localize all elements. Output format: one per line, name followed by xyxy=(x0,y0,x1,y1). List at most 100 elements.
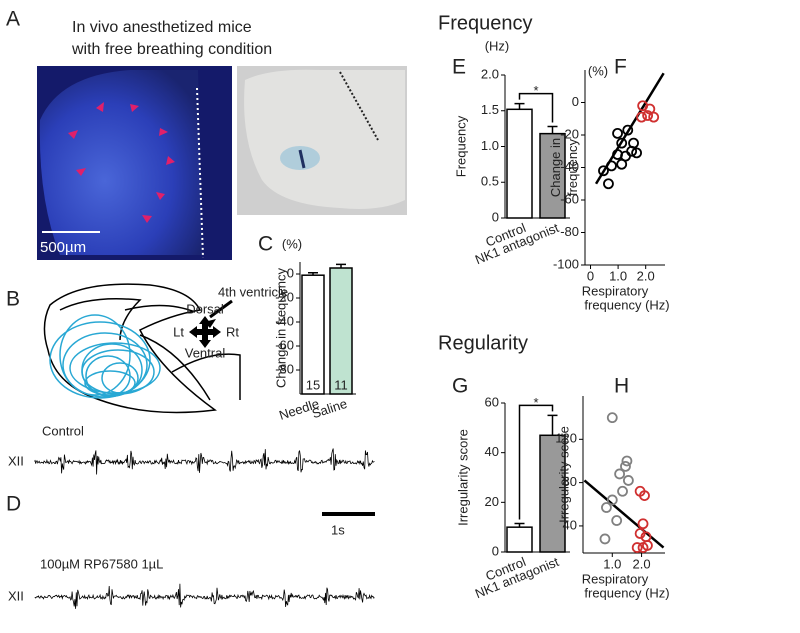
n-label: 15 xyxy=(306,377,320,392)
y-tick-label: 60 xyxy=(485,394,499,409)
y-axis-label: Change in xyxy=(548,138,563,197)
point xyxy=(637,518,649,530)
y-axis-label: Irregularity score xyxy=(455,429,470,526)
point xyxy=(634,528,646,539)
x-axis-label: frequency (Hz) xyxy=(584,297,669,312)
arrows xyxy=(68,102,175,223)
fit-line xyxy=(583,479,665,549)
error-bar xyxy=(336,263,346,268)
x-axis-label: Respiratory xyxy=(582,283,649,298)
caption: In vivo anesthetized mice xyxy=(72,19,252,36)
direction-label: Rt xyxy=(226,324,239,339)
direction-label: Lt xyxy=(173,324,184,339)
brain-section xyxy=(39,70,203,255)
dotted-line xyxy=(339,71,379,141)
point xyxy=(606,412,618,424)
emg-trace xyxy=(34,583,375,609)
significance: * xyxy=(533,83,538,98)
y-tick-label: 20 xyxy=(485,494,499,509)
arrow xyxy=(209,299,233,319)
panel-letter: H xyxy=(614,375,629,398)
point xyxy=(606,494,618,506)
point xyxy=(603,178,614,190)
channel-label: XII xyxy=(8,453,24,468)
y-tick-label: 80 xyxy=(563,474,577,489)
y-tick-label: -20 xyxy=(560,126,579,141)
bar xyxy=(506,526,533,553)
point xyxy=(639,490,650,502)
y-tick-label: 0.5 xyxy=(481,174,499,189)
error-bar xyxy=(547,125,558,134)
y-unit: (Hz) xyxy=(485,38,510,53)
section-title: Regularity xyxy=(438,332,528,354)
error-bar xyxy=(547,414,558,436)
x-axis-label: Respiratory xyxy=(582,571,649,586)
n-label: 11 xyxy=(334,377,348,392)
panel-letter: G xyxy=(452,375,468,398)
point xyxy=(614,468,626,480)
y-tick-label: 120 xyxy=(555,431,577,446)
y-axis-label: frequency xyxy=(565,138,580,196)
annotation: 4th ventricle xyxy=(218,284,288,299)
y-tick-label: -80 xyxy=(275,361,294,376)
y-tick-label: 1.0 xyxy=(481,138,499,153)
point xyxy=(616,158,628,170)
y-axis-label: Change in frequency xyxy=(273,268,288,388)
channel-label: XII xyxy=(8,588,24,603)
point xyxy=(611,515,623,526)
point xyxy=(622,124,634,136)
error-bar xyxy=(514,522,525,528)
point xyxy=(622,475,634,486)
emg-trace xyxy=(34,448,375,475)
compass xyxy=(189,316,221,348)
direction-label: Dorsal xyxy=(186,301,224,316)
y-tick-label: -40 xyxy=(275,313,294,328)
point xyxy=(617,485,628,497)
x-tick-label: 1.0 xyxy=(603,556,621,571)
dotted-line xyxy=(196,87,204,259)
point xyxy=(612,127,623,139)
panel-letter: B xyxy=(6,288,20,311)
x-tick-label: 2.0 xyxy=(637,268,655,283)
y-tick-label: 2.0 xyxy=(481,66,499,81)
y-tick-label: -80 xyxy=(560,224,579,239)
bar xyxy=(301,274,325,395)
point xyxy=(648,111,660,123)
y-tick-label: 0 xyxy=(287,265,294,280)
point xyxy=(616,137,628,149)
panel-letter: A xyxy=(6,8,20,31)
trace-label: 100µM RP67580 1µL xyxy=(40,556,163,571)
injection-sites xyxy=(49,314,161,399)
point xyxy=(606,160,617,172)
point xyxy=(620,460,631,472)
point xyxy=(631,542,643,553)
y-tick-label: -100 xyxy=(553,256,579,271)
panel-letter: E xyxy=(452,56,466,79)
x-tick-label: 0 xyxy=(587,268,594,283)
x-axis-label: frequency (Hz) xyxy=(584,585,669,600)
y-tick-label: -40 xyxy=(560,159,579,174)
significance-bracket xyxy=(518,404,554,520)
trace-label: Control xyxy=(42,423,84,438)
y-tick-label: -60 xyxy=(275,337,294,352)
scale-bar-label: 1s xyxy=(331,522,345,537)
y-tick-label: 40 xyxy=(485,444,499,459)
brainstem-outline xyxy=(43,283,241,414)
point xyxy=(599,533,611,545)
bar xyxy=(329,267,353,395)
point xyxy=(598,165,609,177)
point xyxy=(642,110,654,121)
significance: * xyxy=(533,395,538,410)
x-tick-label: 1.0 xyxy=(609,268,627,283)
x-tick-label: 2.0 xyxy=(633,556,651,571)
y-tick-label: 1.5 xyxy=(481,102,499,117)
panel-letter: F xyxy=(614,56,627,79)
panel-letter: D xyxy=(6,493,21,516)
bar xyxy=(506,108,533,219)
y-tick-label: 40 xyxy=(563,517,577,532)
y-tick-label: 0 xyxy=(492,209,499,224)
point xyxy=(636,111,647,123)
y-tick-label: 0 xyxy=(492,543,499,558)
point xyxy=(631,147,642,159)
